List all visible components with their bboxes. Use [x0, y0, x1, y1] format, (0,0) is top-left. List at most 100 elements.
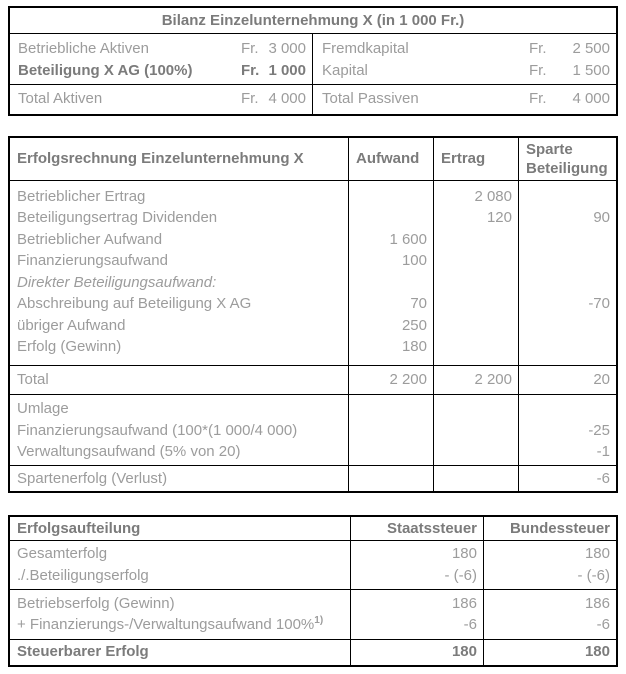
- cell-value: [441, 250, 512, 272]
- column-header-aufwand: Aufwand: [348, 137, 433, 180]
- bundessteuer-column: 186 -6: [483, 589, 616, 639]
- balance-sheet-table: Bilanz Einzelunternehmung X (in 1 000 Fr…: [8, 6, 618, 116]
- row-label: ./.Beteiligungserfolg: [17, 566, 149, 584]
- amount-cell: Fr. 2 500: [529, 38, 610, 60]
- column-header-title: Erfolgsaufteilung: [17, 519, 141, 537]
- amount-value: 3 000: [268, 40, 306, 57]
- amount-cell: Fr. 1 500: [529, 60, 610, 82]
- column-header-ertrag: Ertrag: [433, 137, 518, 180]
- profit-allocation-result-row: Steuerbarer Erfolg 180 180: [10, 639, 616, 665]
- profit-allocation-table: Erfolgsaufteilung Staatssteuer Bundesste…: [8, 514, 618, 667]
- cell-value: 90: [593, 209, 610, 226]
- footnote-marker: 1): [314, 615, 324, 626]
- amount-cell: Fr. 1 000: [241, 60, 306, 82]
- cell-value: 2 200: [433, 365, 518, 394]
- liabilities-total: Total Passiven Fr. 4 000: [312, 85, 616, 114]
- income-statement-total-row: Total 2 200 2 200 20: [10, 365, 616, 395]
- cell-value: [526, 315, 610, 337]
- currency-label: Fr.: [241, 40, 259, 57]
- staatssteuer-column: 186 -6: [350, 589, 483, 639]
- row-label: Finanzierungsaufwand (100*(1 000/4 000): [17, 421, 298, 439]
- cell-value: 100: [401, 252, 427, 269]
- cell-value: 2 200: [348, 365, 433, 394]
- currency-label: Fr.: [529, 90, 547, 107]
- cell-value: [356, 207, 427, 229]
- row-label: Verwaltungsaufwand (5% von 20): [17, 443, 241, 460]
- ertrag-column: [433, 395, 518, 465]
- cell-value: [441, 336, 512, 358]
- liabilities-column: Fremdkapital Fr. 2 500 Kapital Fr. 1 500: [312, 34, 616, 84]
- sparte-column: 90 -70: [518, 180, 616, 365]
- result-label: Spartenerfolg (Verlust): [17, 469, 168, 487]
- row-label: Kapital: [322, 61, 368, 79]
- row-label: + Finanzierungs-/Verwaltungsaufwand 100%…: [17, 614, 344, 636]
- assets-total: Total Aktiven Fr. 4 000: [10, 85, 312, 114]
- cell-value: [441, 272, 512, 294]
- row-label: Finanzierungsaufwand: [17, 252, 168, 269]
- label-column: Umlage Finanzierungsaufwand (100*(1 000/…: [10, 395, 348, 465]
- cell-value: [348, 466, 433, 491]
- currency-label: Fr.: [529, 40, 547, 57]
- table-row: Fremdkapital Fr. 2 500: [322, 38, 610, 60]
- cell-value: 180: [483, 639, 616, 665]
- total-aufwand: 2 200: [389, 371, 427, 388]
- row-label: Betriebserfolg (Gewinn): [17, 594, 175, 612]
- row-label: Betriebliche Aktiven: [18, 40, 149, 57]
- cell-value: [441, 293, 512, 315]
- cell-value: -25: [588, 421, 610, 439]
- column-header-staatssteuer: Staatssteuer: [350, 516, 483, 540]
- cell-value: -6: [518, 466, 616, 491]
- currency-label: Fr.: [241, 61, 260, 79]
- balance-sheet-title: Bilanz Einzelunternehmung X (in 1 000 Fr…: [10, 8, 616, 34]
- cell-value: [526, 398, 610, 420]
- label-column: Gesamterfolg ./.Beteiligungserfolg: [10, 541, 350, 589]
- row-label: Total Aktiven: [18, 90, 103, 107]
- table-row: Beteiligung X AG (100%) Fr. 1 000: [18, 60, 306, 82]
- profit-allocation-section-2: Betriebserfolg (Gewinn) + Finanzierungs-…: [10, 589, 616, 640]
- table-row: Betriebliche Aktiven Fr. 3 000: [18, 38, 306, 60]
- cell-value: 180: [451, 545, 477, 562]
- assets-column: Betriebliche Aktiven Fr. 3 000 Beteiligu…: [10, 34, 312, 84]
- row-label: Spartenerfolg (Verlust): [10, 466, 348, 491]
- ertrag-column: 2 080 120: [433, 180, 518, 365]
- total-sparte: 20: [593, 371, 610, 388]
- income-statement-table: Erfolgsrechnung Einzelunternehmung X Auf…: [8, 135, 618, 493]
- row-label: übriger Aufwand: [17, 316, 126, 334]
- currency-label: Fr.: [241, 90, 259, 107]
- amount-cell: Fr. 3 000: [241, 38, 306, 60]
- row-label: Umlage: [17, 400, 69, 417]
- cell-value: [526, 229, 610, 251]
- row-label: Direkter Beteiligungsaufwand:: [17, 273, 217, 291]
- cell-value: 70: [410, 295, 427, 312]
- balance-sheet-total-row: Total Aktiven Fr. 4 000 Total Passiven F…: [10, 85, 616, 114]
- profit-allocation-section-1: Gesamterfolg ./.Beteiligungserfolg 180 -…: [10, 540, 616, 590]
- amount-value: 4 000: [268, 90, 306, 107]
- row-label: Fremdkapital: [322, 40, 409, 57]
- table-row: Total Aktiven Fr. 4 000: [18, 88, 306, 110]
- row-label: Total Passiven: [322, 90, 419, 107]
- cell-value: [526, 336, 610, 358]
- cell-value: 2 080: [474, 187, 512, 205]
- row-label: Betrieblicher Aufwand: [17, 230, 163, 248]
- row-label: Beteiligung X AG (100%): [18, 61, 193, 79]
- income-statement-body: Betrieblicher Ertrag Beteiligungsertrag …: [10, 180, 616, 366]
- cell-value: 20: [518, 365, 616, 394]
- spacer: [8, 116, 618, 136]
- cell-value: [356, 186, 427, 208]
- cell-value: [526, 186, 610, 208]
- row-label-text: + Finanzierungs-/Verwaltungsaufwand 100%: [17, 616, 315, 633]
- label-column: Betriebserfolg (Gewinn) + Finanzierungs-…: [10, 590, 350, 639]
- amount-value: 1 500: [572, 61, 610, 79]
- cell-value: 180: [584, 545, 610, 562]
- result-sparte: -6: [596, 469, 610, 487]
- cell-value: -1: [596, 443, 610, 460]
- income-statement-result-row: Spartenerfolg (Verlust) -6: [10, 466, 616, 491]
- amount-value: 2 500: [572, 40, 610, 57]
- result-label: Steuerbarer Erfolg: [17, 643, 149, 660]
- cell-value: 1 600: [389, 230, 427, 248]
- column-header-sparte: Sparte Beteiligung: [518, 137, 616, 180]
- cell-value: [441, 315, 512, 337]
- row-label: Erfolg (Gewinn): [17, 338, 122, 355]
- row-label: Betrieblicher Ertrag: [17, 187, 146, 205]
- aufwand-column: [348, 395, 433, 465]
